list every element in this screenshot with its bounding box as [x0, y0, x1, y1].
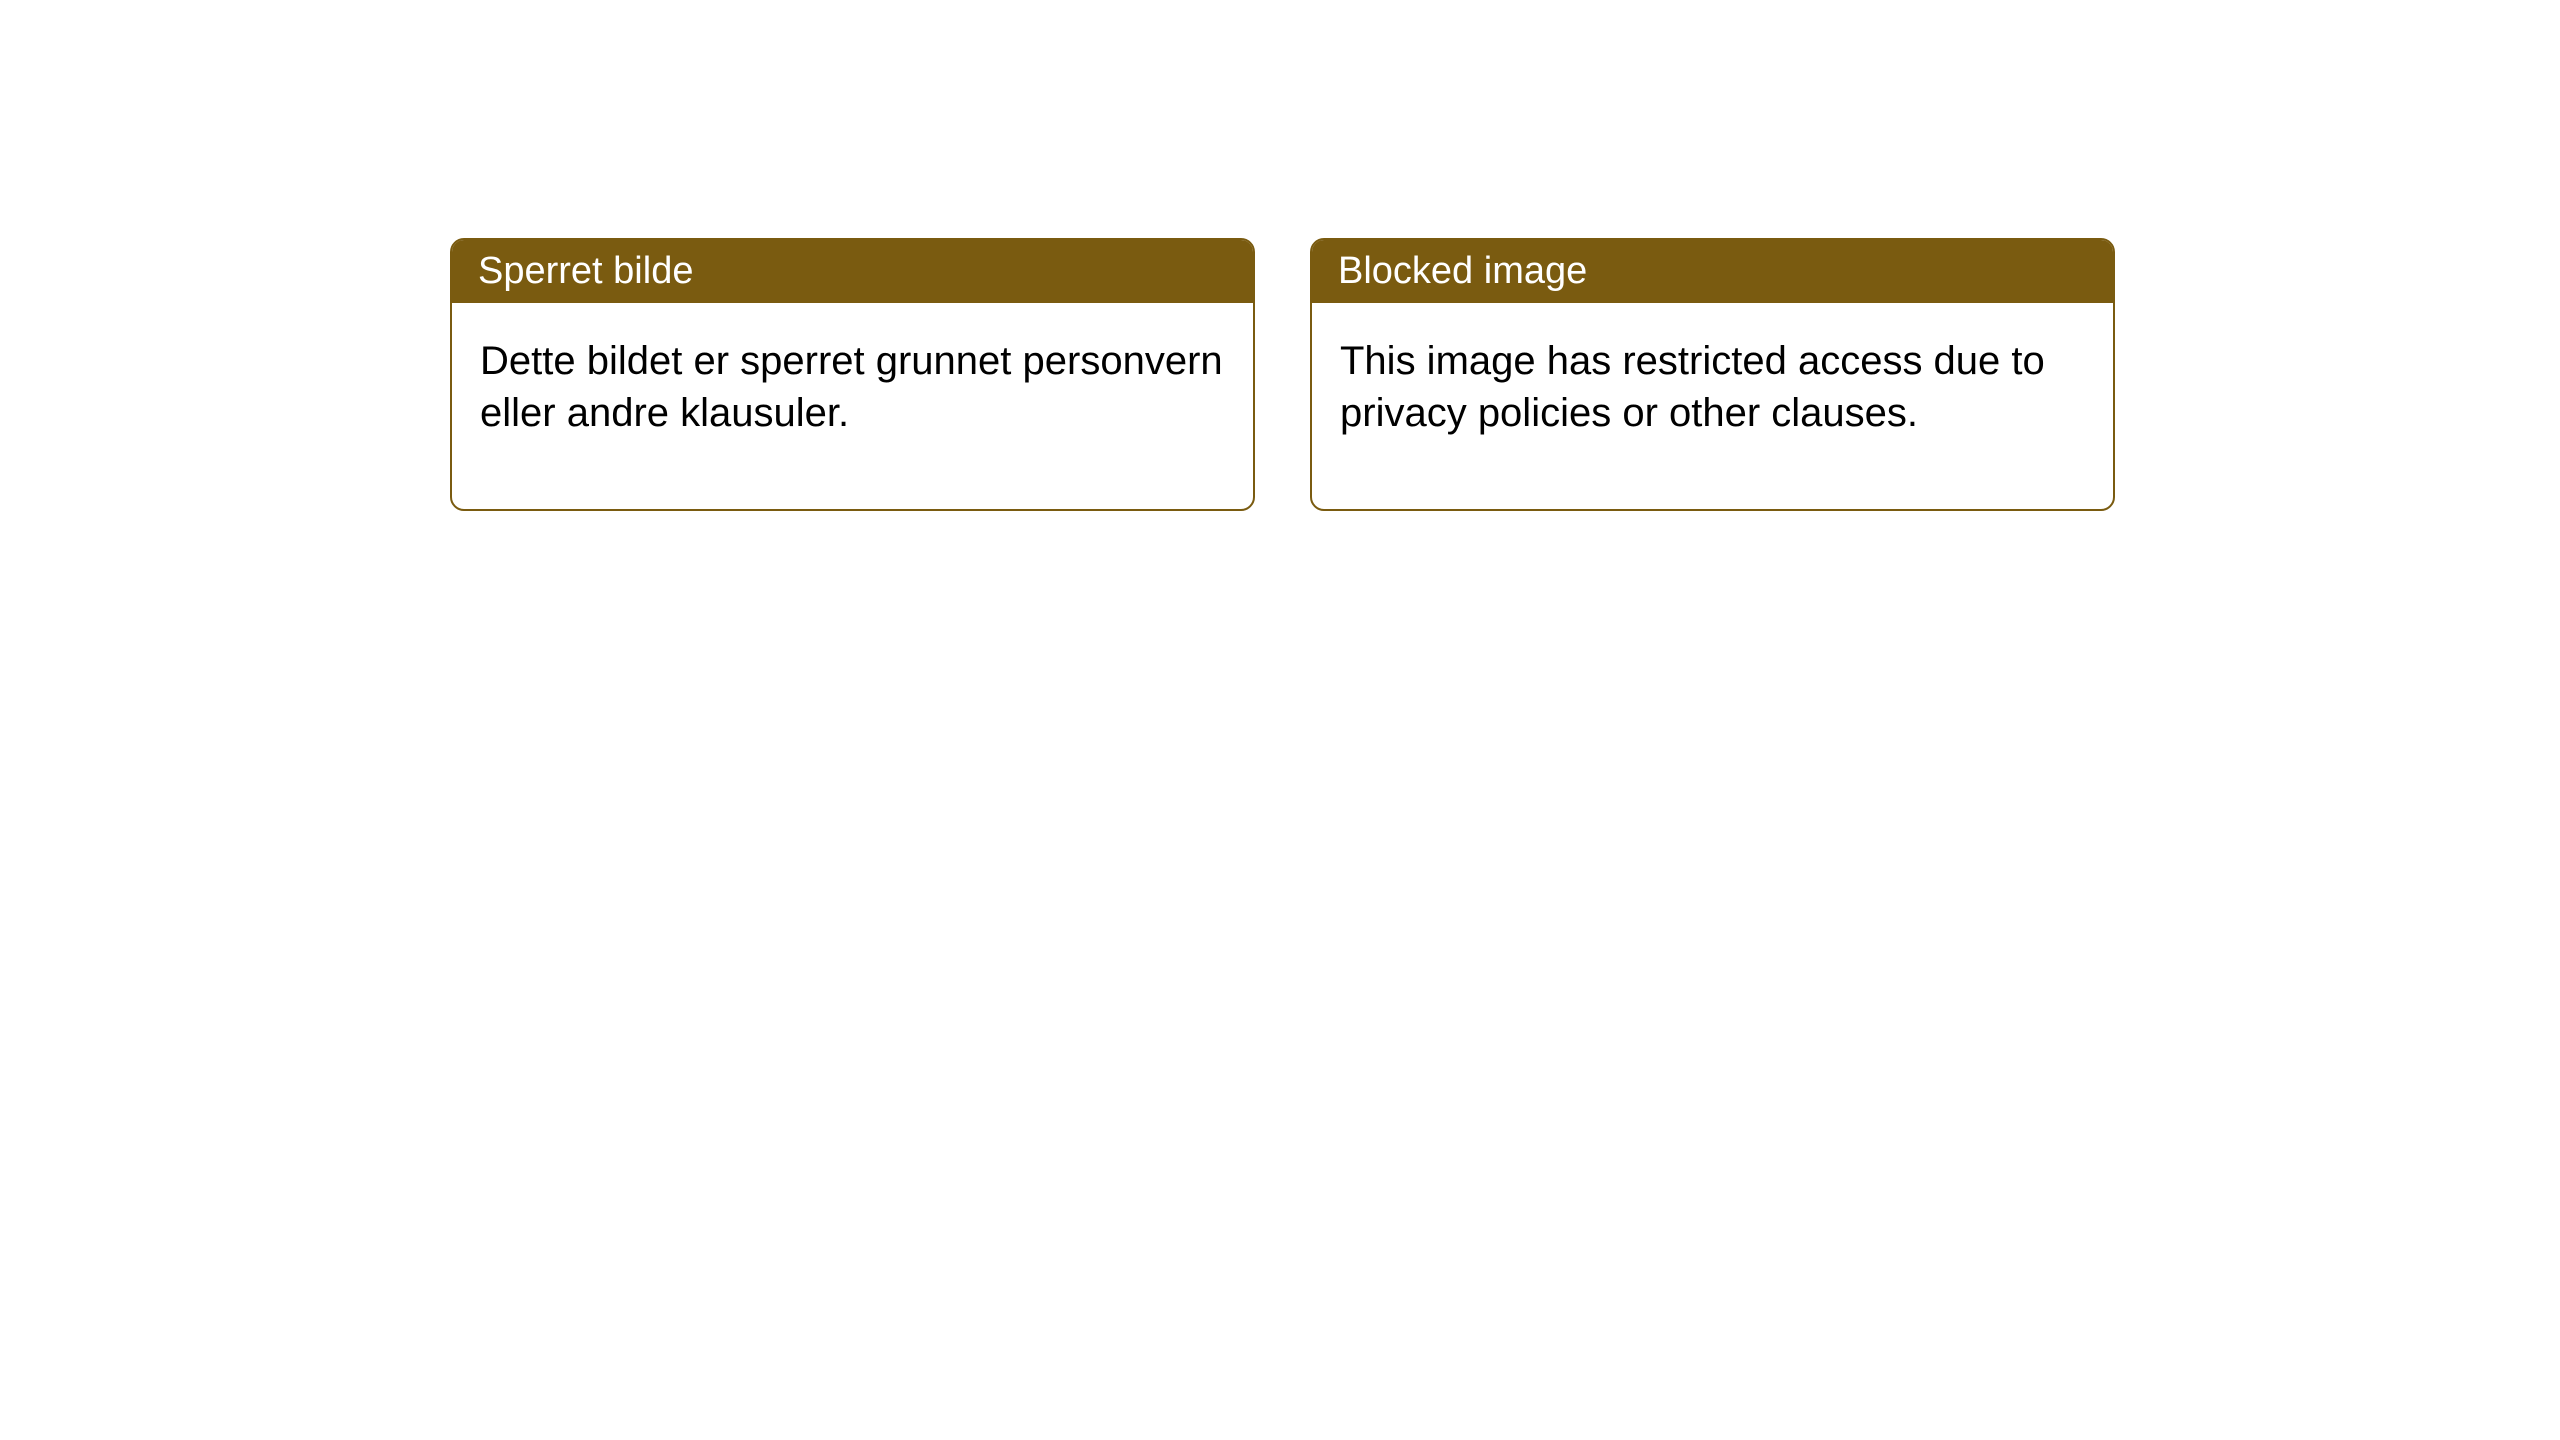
notice-box-english: Blocked image This image has restricted … — [1310, 238, 2115, 511]
notice-body: Dette bildet er sperret grunnet personve… — [452, 303, 1253, 509]
notice-body: This image has restricted access due to … — [1312, 303, 2113, 509]
notice-header: Blocked image — [1312, 240, 2113, 303]
notice-header: Sperret bilde — [452, 240, 1253, 303]
notices-container: Sperret bilde Dette bildet er sperret gr… — [0, 0, 2560, 511]
notice-box-norwegian: Sperret bilde Dette bildet er sperret gr… — [450, 238, 1255, 511]
